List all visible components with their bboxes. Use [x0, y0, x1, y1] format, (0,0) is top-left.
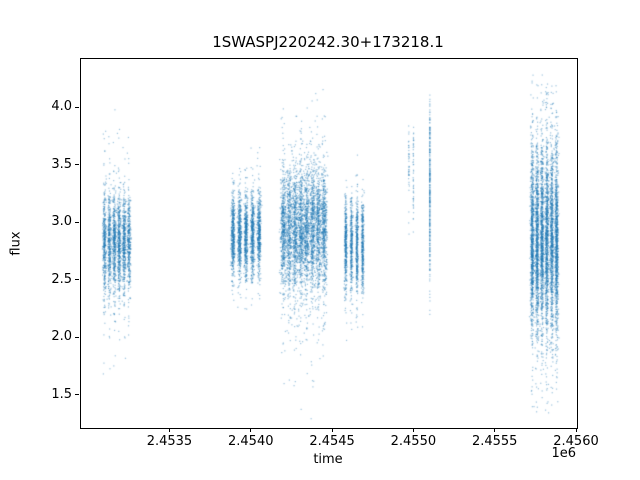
y-tick-mark [75, 336, 79, 338]
y-tick-mark [75, 221, 79, 223]
y-tick-label: 2.5 [51, 271, 72, 287]
y-tick-label: 4.0 [51, 99, 72, 115]
scatter-canvas [81, 59, 577, 428]
x-tick-label: 2.4540 [228, 434, 274, 449]
x-tick-label: 2.4550 [390, 434, 437, 449]
y-tick-label: 2.0 [51, 329, 72, 345]
y-tick-label: 3.5 [51, 156, 72, 172]
x-tick-mark [494, 428, 496, 432]
x-axis-offset-text: 1e6 [551, 446, 576, 461]
x-tick-mark [575, 428, 577, 432]
x-tick-label: 2.4555 [471, 434, 518, 449]
x-tick-mark [168, 428, 170, 432]
y-tick-mark [75, 394, 79, 396]
x-tick-mark [331, 428, 333, 432]
x-tick-mark [250, 428, 252, 432]
y-tick-label: 3.0 [51, 214, 72, 230]
x-tick-label: 2.4560 [553, 434, 599, 449]
y-tick-mark [75, 106, 79, 108]
plot-axes [80, 58, 578, 429]
y-axis-label: flux [8, 231, 24, 256]
x-tick-label: 2.4535 [146, 434, 193, 449]
y-tick-label: 1.5 [51, 386, 72, 402]
y-tick-mark [75, 279, 79, 281]
x-tick-label: 2.4545 [309, 434, 355, 449]
x-axis-label: time [313, 452, 343, 467]
x-tick-mark [412, 428, 414, 432]
chart-title: 1SWASPJ220242.30+173218.1 [212, 33, 444, 51]
y-tick-mark [75, 164, 79, 166]
